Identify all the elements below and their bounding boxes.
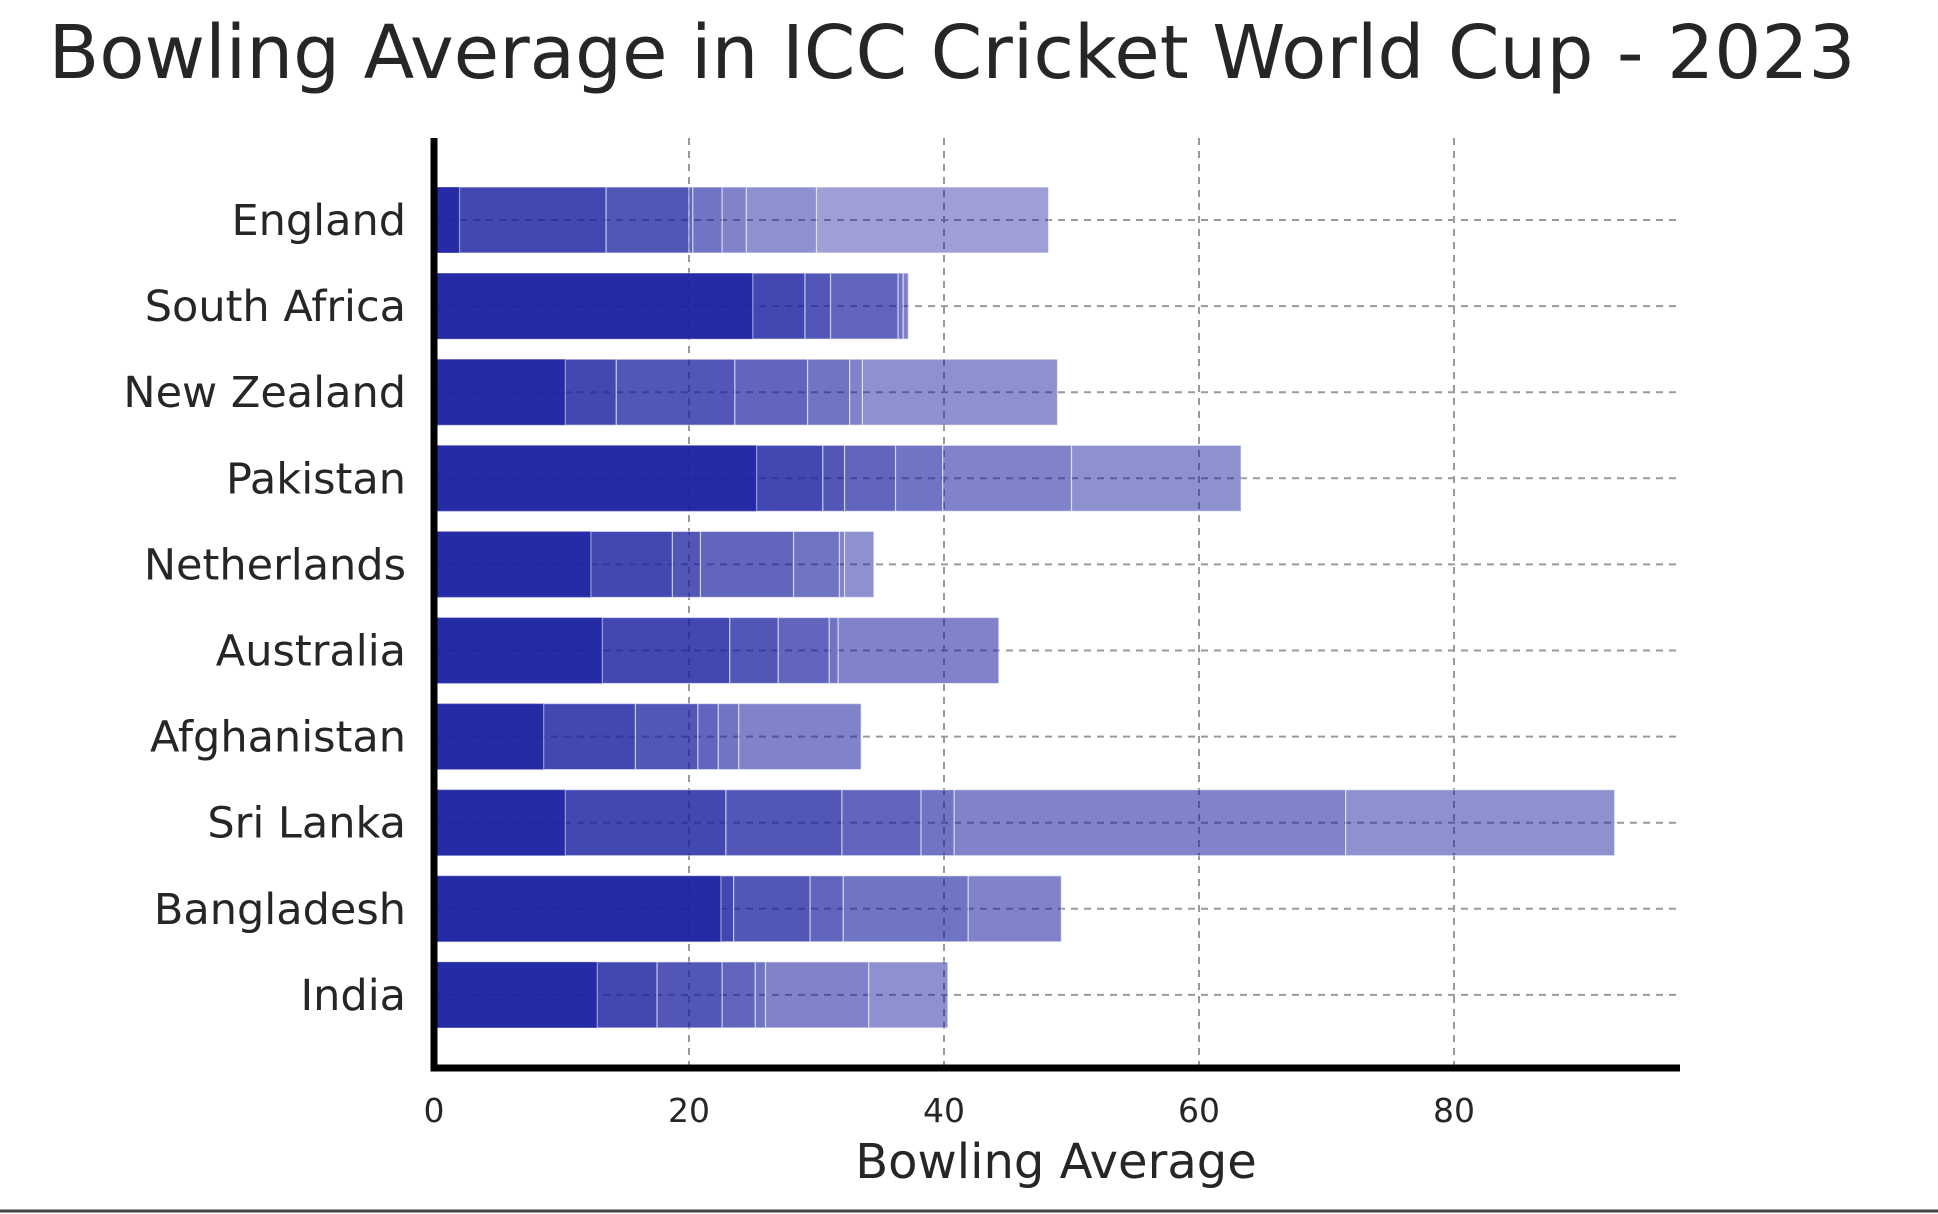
bar-segment-overlay [434,359,566,426]
bar-england [433,186,1050,254]
bar-segment [792,530,841,599]
x-tick-label: 40 [923,1091,965,1130]
bar-segment [717,702,740,771]
bar-segment [656,961,723,1029]
category-label: Pakistan [226,454,406,504]
bar-segment [754,961,767,1029]
category-label: England [231,196,406,246]
x-axis-label: Bowling Average [855,1134,1256,1190]
bar-segment [829,272,899,340]
bar-pakistan [433,444,1242,512]
bar-segment-overlay [434,531,591,598]
bars [433,186,1616,1029]
bar-segment [843,530,875,599]
bar-segment [841,789,922,857]
bar-segment [920,789,955,857]
bar-segment [815,186,1050,254]
bar-india [433,961,949,1029]
bar-segment-overlay [434,703,544,770]
bar-segment [764,961,870,1029]
bar-segment [838,530,846,599]
category-label: India [300,971,406,1021]
x-tick-label: 0 [424,1091,445,1130]
bar-segment [729,616,779,685]
category-label: Afghanistan [150,713,406,763]
bar-segment-overlay [434,875,721,942]
bar-segment [1345,789,1616,857]
category-label: Netherlands [144,540,406,590]
category-label: Bangladesh [154,885,406,935]
bar-segment [806,358,851,426]
bar-segment [745,186,818,254]
bar-segment [734,358,809,426]
bar-segment [755,444,824,512]
bar-segment [822,444,846,512]
bar-segment [897,272,904,340]
bar-segment [697,702,719,771]
bar-segment [953,789,1347,857]
bar-segment [564,358,617,426]
bar-segment [605,186,690,254]
bar-segment [601,616,731,685]
bar-segment [738,702,862,771]
bar-segment-overlay [434,187,460,253]
category-label: Australia [216,627,406,677]
bar-segment [804,272,832,340]
bar-segment [837,616,1000,685]
bar-segment [828,616,839,685]
bar-segment [692,186,723,254]
bar-segment [634,702,699,771]
bar-new-zealand [433,358,1059,426]
bar-segment [843,444,897,512]
bar-segment [861,358,1059,426]
bar-segment [699,530,795,599]
bar-bangladesh [433,875,1062,943]
bar-segment [942,444,1073,512]
category-label: Sri Lanka [207,799,406,849]
bar-segment [720,875,735,943]
bar-segment [615,358,736,426]
bar-netherlands [433,530,875,599]
bar-segment [543,702,637,771]
bar-segment [777,616,830,685]
bar-segment-overlay [434,617,603,684]
bar-segment [564,789,727,857]
bar-segment [671,530,702,599]
bar-sri-lanka [433,789,1616,857]
bar-australia [433,616,1000,685]
x-tick-label: 80 [1433,1091,1475,1130]
bar-south-africa [433,272,909,340]
bar-segment [590,530,674,599]
bar-segment [733,875,811,943]
bar-segment [725,789,843,857]
bar-segment [967,875,1062,943]
bar-segment [458,186,607,254]
axis-tick-labels: England South Africa New Zealand Pakistan Ne… [123,196,1475,1130]
bar-segment [809,875,844,943]
chart-title: Bowling Average in ICC Cricket World Cup… [49,10,1856,96]
x-tick-label: 20 [668,1091,710,1130]
bar-segment [596,961,658,1029]
category-label: New Zealand [123,368,406,418]
bar-segment [842,875,969,943]
bar-segment [849,358,864,426]
bar-segment-overlay [434,961,598,1028]
bar-segment [721,961,756,1029]
bar-segment [721,186,747,254]
axes [0,138,1938,1213]
bar-segment [1070,444,1242,512]
bar-segment-overlay [434,273,753,340]
bar-segment-overlay [434,789,566,856]
bar-afghanistan [433,702,862,771]
x-tick-label: 60 [1178,1091,1220,1130]
bar-segment [894,444,944,512]
bar-segment-overlay [434,445,757,512]
bar-segment [752,272,806,340]
bar-segment [902,272,909,340]
bar-segment [868,961,949,1029]
category-label: South Africa [145,282,406,332]
